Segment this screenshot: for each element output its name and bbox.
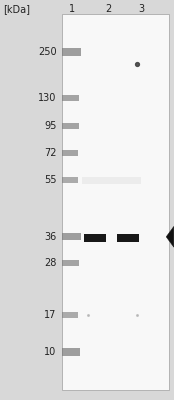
Bar: [62, 122, 79, 129]
Text: 2: 2: [105, 4, 111, 14]
Text: 1: 1: [69, 4, 75, 14]
Bar: [62, 348, 80, 356]
Text: 95: 95: [44, 121, 57, 131]
Text: 36: 36: [44, 232, 57, 242]
Text: [kDa]: [kDa]: [3, 4, 30, 14]
Bar: [62, 312, 78, 318]
Bar: [62, 14, 169, 390]
Text: 28: 28: [44, 258, 57, 268]
Bar: [62, 177, 78, 183]
Bar: [62, 94, 79, 101]
Text: 130: 130: [38, 93, 57, 103]
Bar: [84, 234, 106, 242]
Bar: [62, 233, 81, 240]
Text: 250: 250: [38, 47, 57, 57]
Text: 10: 10: [44, 347, 57, 357]
Text: 17: 17: [44, 310, 57, 320]
Polygon shape: [166, 226, 174, 247]
Bar: [82, 177, 141, 184]
Bar: [117, 234, 139, 242]
Text: 72: 72: [44, 148, 57, 158]
Text: 3: 3: [138, 4, 144, 14]
Text: 55: 55: [44, 175, 57, 185]
Bar: [62, 150, 78, 156]
Bar: [62, 48, 81, 56]
Bar: [62, 260, 79, 266]
